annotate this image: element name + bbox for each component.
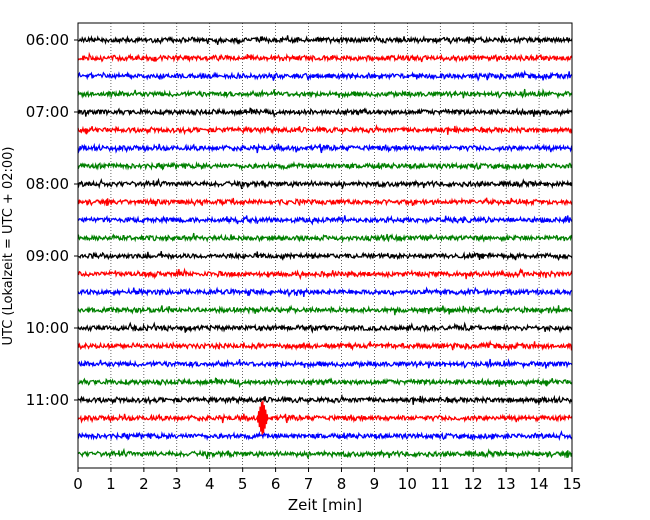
trace-0600 xyxy=(77,34,573,45)
trace-0700 xyxy=(77,107,573,119)
x-tick-label: 2 xyxy=(139,475,149,493)
x-tick-label: 14 xyxy=(530,475,549,493)
trace-0615 xyxy=(77,51,573,64)
y-tick-label: 06:00 xyxy=(26,31,69,49)
trace-1015 xyxy=(77,339,573,352)
trace-0800 xyxy=(77,177,573,190)
trace-0845 xyxy=(77,232,573,244)
x-tick-label: 1 xyxy=(106,475,116,493)
trace-0745 xyxy=(77,160,573,171)
trace-0830 xyxy=(77,214,573,226)
trace-1130 xyxy=(77,430,573,442)
trace-1100 xyxy=(77,393,573,406)
traces xyxy=(77,34,573,460)
trace-1045 xyxy=(77,377,573,389)
y-tick-label: 11:00 xyxy=(26,391,69,409)
trace-0645 xyxy=(77,88,573,100)
trace-0630 xyxy=(77,69,573,82)
y-axis-label: UTC (Lokalzeit = UTC + 02:00) xyxy=(1,147,16,346)
trace-0815 xyxy=(77,196,573,207)
x-tick-label: 12 xyxy=(464,475,483,493)
x-tick-label: 6 xyxy=(271,475,281,493)
y-tick-label: 09:00 xyxy=(26,247,69,265)
x-tick-label: 0 xyxy=(73,475,83,493)
x-axis-label: Zeit [min] xyxy=(288,496,362,514)
trace-0945 xyxy=(77,304,573,316)
x-axis: 0 1 2 3 4 5 6 7 8 9 10 11 12 13 14 15 xyxy=(73,468,582,493)
trace-0715 xyxy=(77,123,573,136)
trace-0930 xyxy=(77,286,573,298)
x-tick-label: 15 xyxy=(562,475,581,493)
y-tick-label: 08:00 xyxy=(26,175,69,193)
x-tick-label: 13 xyxy=(497,475,516,493)
x-tick-label: 10 xyxy=(398,475,417,493)
x-tick-label: 5 xyxy=(238,475,248,493)
trace-0730 xyxy=(77,142,573,154)
y-tick-label: 10:00 xyxy=(26,319,69,337)
trace-0915 xyxy=(77,267,573,281)
trace-0900 xyxy=(77,251,573,261)
plot-background xyxy=(78,23,572,468)
trace-1145 xyxy=(77,447,573,460)
grid-lines xyxy=(110,23,540,468)
x-tick-label: 11 xyxy=(431,475,450,493)
trace-1115 xyxy=(77,400,573,437)
trace-1030 xyxy=(77,358,573,370)
x-tick-label: 8 xyxy=(337,475,347,493)
x-tick-label: 9 xyxy=(370,475,380,493)
trace-1000 xyxy=(77,321,573,334)
x-tick-label: 7 xyxy=(304,475,314,493)
x-tick-label: 4 xyxy=(205,475,215,493)
y-tick-label: 07:00 xyxy=(26,103,69,121)
x-tick-label: 3 xyxy=(172,475,182,493)
plot-frame xyxy=(77,22,573,469)
y-axis: 06:00 07:00 08:00 09:00 10:00 11:00 xyxy=(26,31,78,409)
